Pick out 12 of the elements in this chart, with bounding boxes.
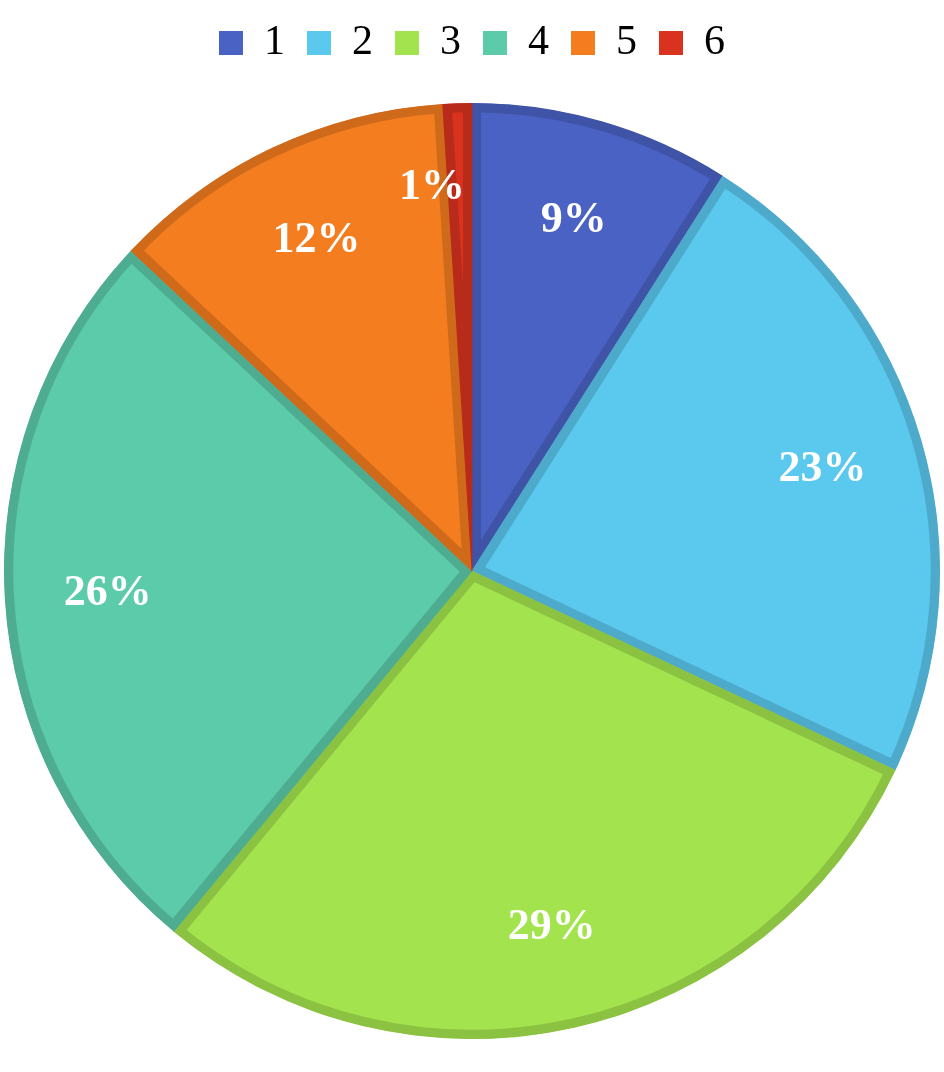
data-label: 1%	[398, 159, 465, 209]
legend-label: 3	[440, 17, 461, 64]
legend-label: 6	[704, 17, 725, 64]
data-label: 9%	[540, 192, 607, 242]
data-label: 26%	[63, 566, 152, 616]
legend-label: 5	[616, 17, 637, 64]
legend-label: 2	[352, 17, 373, 64]
data-label: 12%	[272, 213, 361, 263]
data-label: 29%	[507, 899, 596, 949]
legend-label: 4	[528, 17, 549, 64]
data-label: 23%	[778, 441, 867, 491]
legend-label: 1	[264, 17, 285, 64]
